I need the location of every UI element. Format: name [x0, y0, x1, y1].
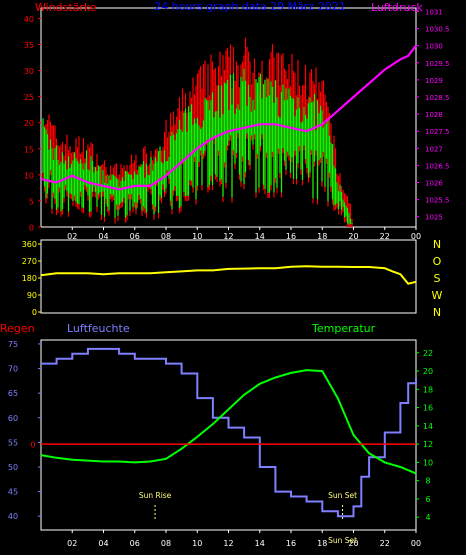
humidity-tick-label: 70	[8, 365, 18, 374]
pressure-tick-label: 1028.5	[425, 94, 450, 102]
x-tick-label-bottom: 22	[380, 539, 390, 548]
wind-tick-label: 25	[24, 93, 34, 102]
temperature-tick-label: 16	[423, 404, 433, 413]
x-tick-label-bottom: 04	[98, 539, 108, 548]
x-tick-label-bottom: 08	[161, 539, 171, 548]
humidity-tick-label: 60	[8, 414, 18, 423]
direction-tick-label: 360	[22, 240, 37, 249]
x-tick-label: 20	[348, 232, 358, 241]
pressure-tick-label: 1026.5	[425, 162, 450, 170]
x-tick-label: 18	[317, 232, 327, 241]
humidity-tick-label: 45	[8, 488, 18, 497]
pressure-tick-label: 1028	[425, 111, 443, 119]
temperature-tick-label: 8	[425, 477, 430, 486]
pressure-tick-label: 1030.5	[425, 26, 450, 34]
wind-axis-label: Windstärke	[35, 1, 97, 14]
wind-tick-label: 20	[24, 119, 34, 128]
sun-event-label: Sun Rise	[139, 491, 172, 500]
temperature-tick-label: 20	[423, 367, 433, 376]
direction-tick-label: 270	[22, 257, 37, 266]
compass-letter-label: W	[432, 289, 443, 302]
pressure-tick-label: 1027	[425, 145, 443, 153]
pressure-line	[40, 44, 417, 191]
x-tick-label: 02	[67, 232, 77, 241]
x-tick-label-bottom: 06	[130, 539, 140, 548]
wind-direction-line	[40, 265, 417, 285]
x-tick-label-bottom: 16	[286, 539, 296, 548]
temperature-line	[40, 369, 417, 475]
pressure-tick-label: 1026	[425, 180, 443, 188]
humidity-tick-label: 55	[8, 438, 18, 447]
direction-tick-label: 180	[22, 274, 37, 283]
compass-letter-label: N	[433, 238, 441, 251]
x-tick-label-bottom: 10	[192, 539, 202, 548]
humidity-tick-label: 75	[8, 340, 18, 349]
wind-tick-label: 40	[24, 15, 34, 24]
pressure-tick-label: 1025.5	[425, 197, 450, 205]
humidity-tick-label: 65	[8, 389, 18, 398]
pressure-tick-label: 1029	[425, 77, 443, 85]
pressure-tick-label: 1029.5	[425, 60, 450, 68]
pressure-tick-label: 1030	[425, 43, 443, 51]
x-tick-label: 10	[192, 232, 202, 241]
pressure-axis-label: Luftdruck	[371, 1, 423, 14]
temperature-tick-label: 18	[423, 385, 433, 394]
x-tick-label: 00	[411, 232, 421, 241]
wind-tick-label: 30	[24, 67, 34, 76]
pressure-tick-label: 1025	[425, 214, 443, 222]
x-tick-label: 04	[98, 232, 108, 241]
direction-tick-label: 90	[27, 291, 37, 300]
wind-tick-label: 15	[24, 145, 34, 154]
rain-axis-label: Regen	[0, 322, 35, 335]
humidity-tick-label: 50	[8, 463, 18, 472]
wind-direction-panel-frame	[40, 239, 417, 314]
wind-tick-label: 35	[24, 41, 34, 50]
sun-event-label: Sun Set	[328, 536, 357, 545]
x-tick-label: 16	[286, 232, 296, 241]
temperature-tick-label: 14	[423, 422, 433, 431]
x-tick-label-bottom: 14	[255, 539, 265, 548]
x-tick-label: 14	[255, 232, 265, 241]
x-tick-label: 06	[130, 232, 140, 241]
chart-title: 24 hours graph data 29 März 2021	[154, 0, 345, 13]
compass-letter-label: O	[433, 255, 442, 268]
temperature-tick-label: 10	[423, 458, 433, 467]
temperature-tick-label: 22	[423, 349, 433, 358]
sun-event-label: Sun Set	[328, 491, 357, 500]
x-tick-label: 08	[161, 232, 171, 241]
direction-tick-label: 0	[32, 308, 37, 317]
pressure-tick-label: 1027.5	[425, 128, 450, 136]
humidity-tick-label: 40	[8, 512, 18, 521]
pressure-tick-label: 1031	[425, 8, 443, 16]
x-tick-label: 12	[223, 232, 233, 241]
x-tick-label-bottom: 00	[411, 539, 421, 548]
temperature-tick-label: 4	[425, 513, 430, 522]
wind-tick-label: 5	[29, 197, 34, 206]
x-tick-label-bottom: 18	[317, 539, 327, 548]
x-tick-label-bottom: 20	[348, 539, 358, 548]
temperature-axis-label: Temperatur	[311, 322, 376, 335]
humidity-temperature-panel-frame	[40, 339, 417, 531]
humidity-line	[41, 347, 417, 518]
temperature-tick-label: 6	[425, 495, 430, 504]
wind-tick-label: 10	[24, 171, 34, 180]
humidity-axis-label: Luftfeuchte	[67, 322, 130, 335]
rain-tick-label: 0	[30, 441, 35, 450]
wind-tick-label: 0	[29, 224, 34, 233]
temperature-tick-label: 12	[423, 440, 433, 449]
compass-letter-label: S	[434, 272, 441, 285]
compass-letter-label: N	[433, 306, 441, 319]
x-tick-label-bottom: 12	[223, 539, 233, 548]
x-tick-label-bottom: 02	[67, 539, 77, 548]
x-tick-label: 22	[380, 232, 390, 241]
